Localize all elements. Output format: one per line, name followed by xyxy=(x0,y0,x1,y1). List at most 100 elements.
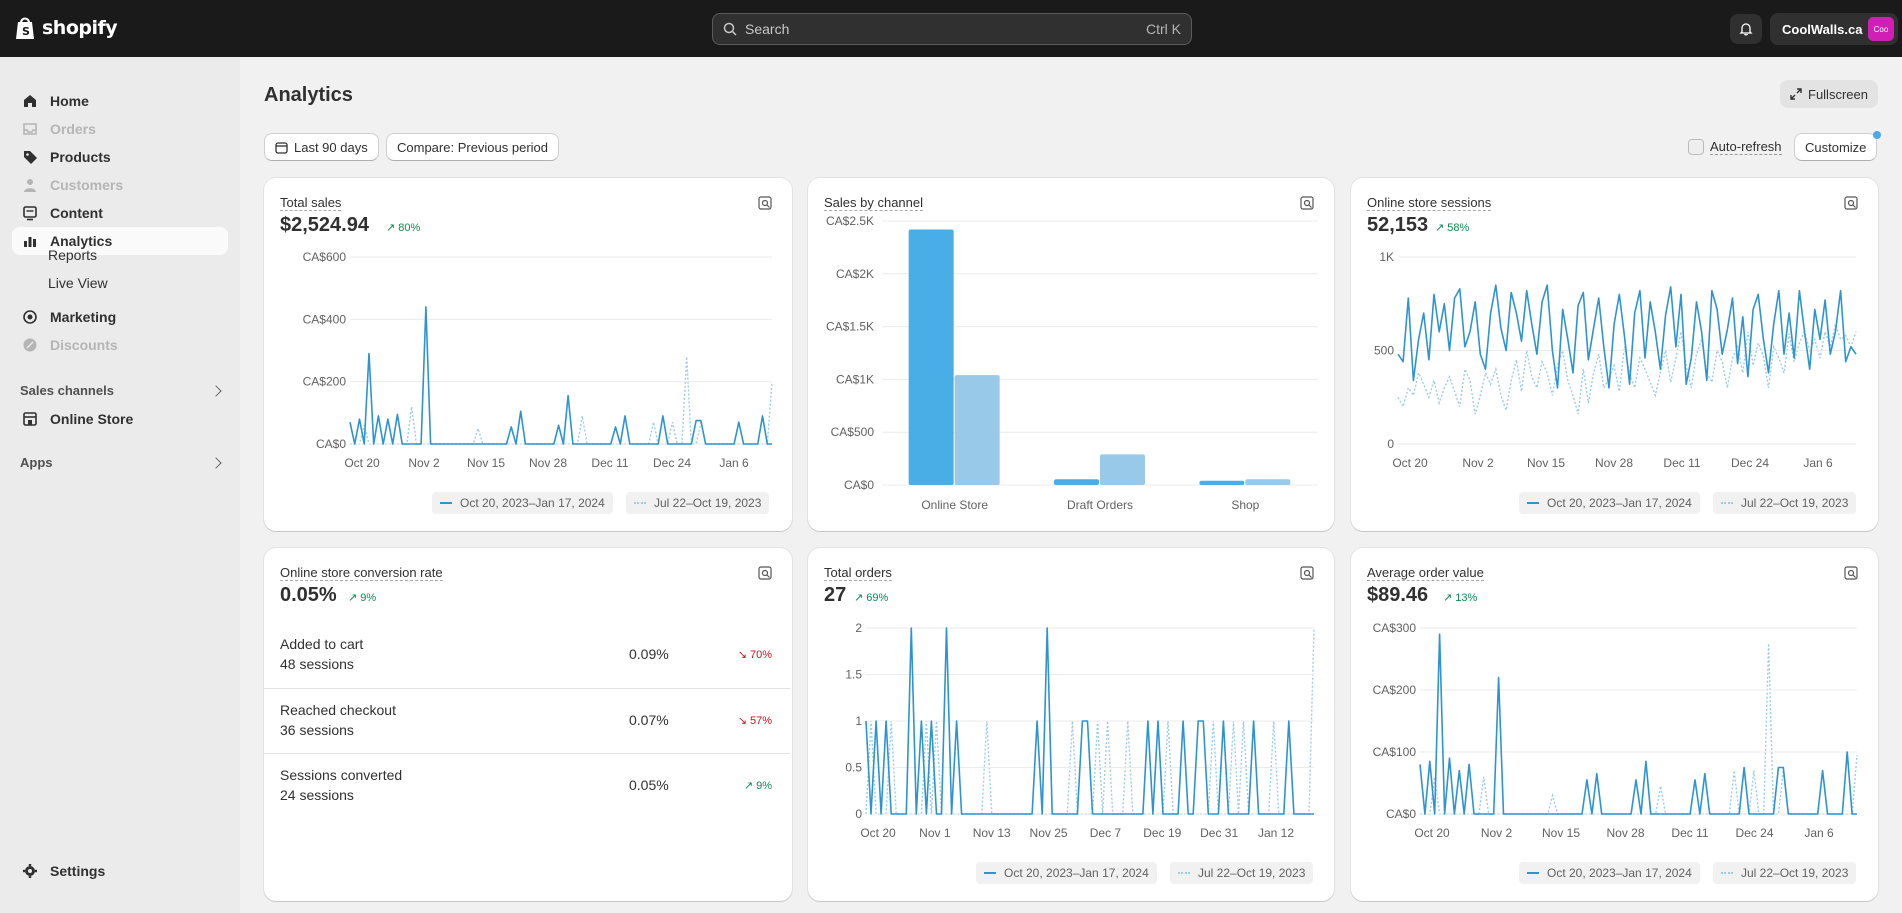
target-icon xyxy=(23,310,37,324)
row-sessions: 36 sessions xyxy=(280,722,354,738)
legend-swatch-dotted xyxy=(1178,872,1190,874)
series-line-previous xyxy=(350,356,773,445)
chevron-right-icon[interactable] xyxy=(210,385,222,397)
auto-refresh-checkbox[interactable] xyxy=(1688,139,1704,155)
conversion-rate-card: Online store conversion rate 0.05% ↗ 9% … xyxy=(264,548,792,901)
row-trend: ↘ 70% xyxy=(737,649,772,661)
legend-swatch-solid xyxy=(440,502,452,504)
trend-badge: ↗ 58% xyxy=(1435,222,1470,234)
search-input[interactable]: Search Ctrl K xyxy=(712,13,1192,45)
notifications-button[interactable] xyxy=(1730,14,1762,44)
sidebar-item-home[interactable]: Home xyxy=(12,87,228,115)
x-tick-label: Oct 20 xyxy=(860,826,896,840)
sidebar-item-discounts[interactable]: Discounts xyxy=(12,331,228,359)
legend-current[interactable]: Oct 20, 2023–Jan 17, 2024 xyxy=(976,862,1157,884)
sidebar-item-online-store[interactable]: Online Store xyxy=(12,405,228,433)
auto-refresh-toggle[interactable]: Auto-refresh xyxy=(1688,139,1782,155)
legend-current[interactable]: Oct 20, 2023–Jan 17, 2024 xyxy=(1519,492,1700,514)
sidebar-item-customers[interactable]: Customers xyxy=(12,171,228,199)
date-range-button[interactable]: Last 90 days xyxy=(264,133,379,161)
trend-value: 9% xyxy=(360,592,377,604)
x-tick-label: Online Store xyxy=(921,498,988,512)
x-tick-label: Nov 2 xyxy=(408,456,440,470)
explore-icon[interactable] xyxy=(1844,196,1858,210)
row-percentage: 0.05% xyxy=(629,777,669,793)
x-tick-label: Jan 6 xyxy=(719,456,749,470)
bar-current xyxy=(1199,480,1245,485)
search-placeholder: Search xyxy=(745,21,790,37)
sidebar-item-live-view[interactable]: Live View xyxy=(48,275,108,291)
card-title[interactable]: Total orders xyxy=(824,565,892,581)
fullscreen-button[interactable]: Fullscreen xyxy=(1780,80,1878,108)
card-title[interactable]: Total sales xyxy=(280,195,342,211)
x-tick-label: Nov 15 xyxy=(1542,826,1580,840)
sales-by-channel-card: Sales by channel CA$0 CA$500 CA$1K CA$1.5K C… xyxy=(808,178,1334,531)
explore-icon[interactable] xyxy=(1300,196,1314,210)
trend-value: 70% xyxy=(749,649,772,661)
x-tick-label: Nov 25 xyxy=(1030,826,1068,840)
legend-swatch-dotted xyxy=(1721,502,1733,504)
card-title[interactable]: Online store sessions xyxy=(1367,195,1492,211)
y-tick-label: 0.5 xyxy=(845,761,862,775)
y-tick-label: 0 xyxy=(855,807,862,821)
compare-button[interactable]: Compare: Previous period xyxy=(386,133,560,161)
sidebar-item-products[interactable]: Products xyxy=(12,143,228,171)
store-icon xyxy=(23,412,37,426)
sidebar-item-settings[interactable]: Settings xyxy=(12,857,228,885)
shopify-logo[interactable]: S shopify xyxy=(14,16,118,40)
customize-label: Customize xyxy=(1805,139,1867,155)
total-sales-card: Total sales $2,524.94 ↗ 80% CA$0 CA$200 CA… xyxy=(264,178,792,531)
card-value: 27 xyxy=(824,584,847,606)
top-bar: S shopify Search Ctrl K CoolWalls.ca Coo xyxy=(0,0,1902,57)
y-tick-label: CA$1K xyxy=(836,372,874,386)
x-tick-label: Nov 28 xyxy=(1595,456,1633,470)
card-value: $2,524.94 xyxy=(280,214,369,236)
total-orders-chart: 0 0.5 1 1.5 2 Oct 20 Nov 1 Nov 13 Nov 25 Dec 7 Dec… xyxy=(845,621,1315,840)
sales-channels-section[interactable]: Sales channels xyxy=(20,383,114,398)
bar-previous xyxy=(1245,479,1291,485)
explore-icon[interactable] xyxy=(758,566,772,580)
x-tick-label: Shop xyxy=(1231,498,1259,512)
apps-section[interactable]: Apps xyxy=(20,455,53,470)
card-title[interactable]: Average order value xyxy=(1367,565,1484,581)
row-label: Sessions converted xyxy=(280,767,403,783)
legend-previous[interactable]: Jul 22–Oct 19, 2023 xyxy=(626,492,770,514)
legend-current[interactable]: Oct 20, 2023–Jan 17, 2024 xyxy=(432,492,613,514)
y-tick-label: CA$0 xyxy=(1386,807,1416,821)
sidebar-item-content[interactable]: Content xyxy=(12,199,228,227)
sidebar: Home Orders Products Customers Content A… xyxy=(0,57,240,913)
sidebar-item-marketing[interactable]: Marketing xyxy=(12,303,228,331)
sidebar-item-label: Customers xyxy=(50,177,124,193)
card-title[interactable]: Sales by channel xyxy=(824,195,924,211)
sidebar-item-reports[interactable]: Reports xyxy=(48,247,98,263)
chevron-right-icon[interactable] xyxy=(210,457,222,469)
y-tick-label: CA$0 xyxy=(844,478,874,492)
y-tick-label: CA$200 xyxy=(1373,683,1417,697)
trend-value: 69% xyxy=(866,592,889,604)
explore-icon[interactable] xyxy=(1844,566,1858,580)
card-title[interactable]: Online store conversion rate xyxy=(280,565,443,581)
explore-icon[interactable] xyxy=(1300,566,1314,580)
legend-previous[interactable]: Jul 22–Oct 19, 2023 xyxy=(1713,862,1857,884)
bar-previous xyxy=(954,375,1000,485)
svg-text:S: S xyxy=(22,25,30,38)
sidebar-item-orders[interactable]: Orders xyxy=(12,115,228,143)
bar-previous xyxy=(1100,454,1145,485)
explore-icon[interactable] xyxy=(758,196,772,210)
trend-value: 9% xyxy=(756,780,772,792)
trend-value: 57% xyxy=(749,715,772,727)
legend-previous[interactable]: Jul 22–Oct 19, 2023 xyxy=(1170,862,1314,884)
customize-button[interactable]: Customize xyxy=(1794,133,1878,161)
sidebar-item-label: Products xyxy=(50,149,111,165)
legend-previous[interactable]: Jul 22–Oct 19, 2023 xyxy=(1713,492,1857,514)
legend-current[interactable]: Oct 20, 2023–Jan 17, 2024 xyxy=(1519,862,1700,884)
sidebar-item-analytics[interactable]: Analytics xyxy=(12,227,228,255)
sidebar-item-label: Discounts xyxy=(50,337,118,353)
logo-text: shopify xyxy=(42,17,118,39)
sidebar-item-label: Analytics xyxy=(50,233,113,249)
y-tick-label: CA$0 xyxy=(316,437,346,451)
date-range-label: Last 90 days xyxy=(294,139,368,155)
x-tick-label: Jan 12 xyxy=(1258,826,1294,840)
store-menu-button[interactable]: CoolWalls.ca Coo xyxy=(1770,13,1898,45)
x-tick-label: Dec 11 xyxy=(591,456,628,470)
